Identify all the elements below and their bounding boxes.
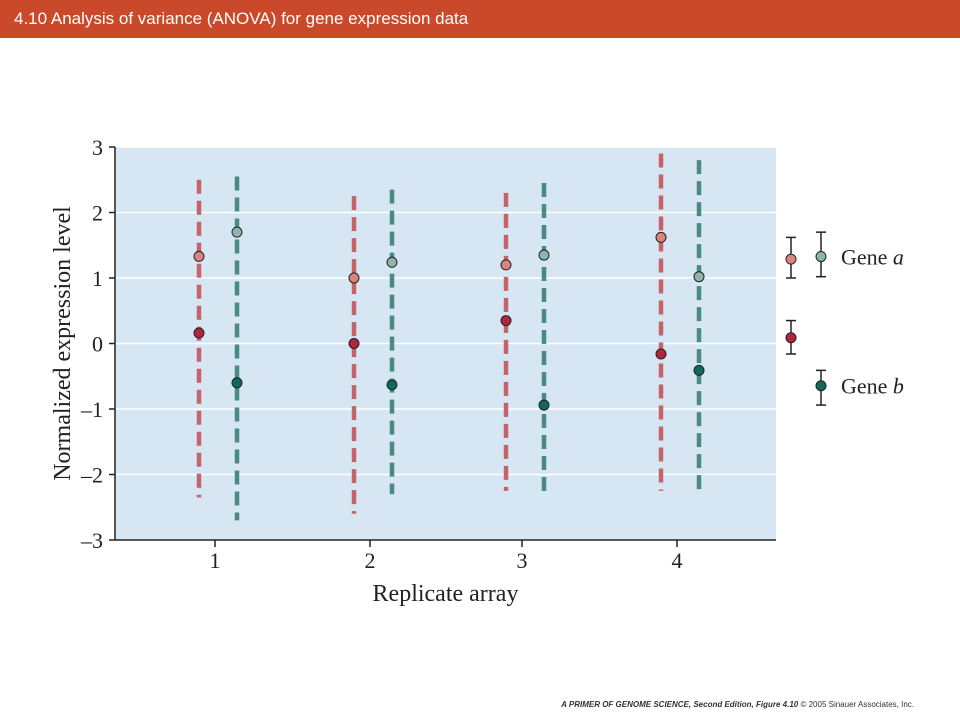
data-point xyxy=(231,377,243,389)
data-point xyxy=(655,348,667,360)
data-point xyxy=(538,399,550,411)
title-bar: 4.10 Analysis of variance (ANOVA) for ge… xyxy=(0,0,960,38)
data-point xyxy=(193,250,205,262)
legend-gene-a-letter: a xyxy=(893,245,904,270)
data-point xyxy=(193,327,205,339)
data-point xyxy=(538,249,550,261)
y-tick-label: 2 xyxy=(92,201,103,226)
data-point xyxy=(500,315,512,327)
x-tick-label: 2 xyxy=(365,548,376,573)
grid-lines xyxy=(115,146,776,476)
data-points xyxy=(193,226,705,411)
legend-gene-a-word: Gene xyxy=(841,245,887,270)
legend-gene-b-label: Gene b xyxy=(841,374,904,399)
data-point xyxy=(655,231,667,243)
y-tick-labels: 3 2 1 0 –1 –2 –3 xyxy=(80,135,103,553)
slide-title: 4.10 Analysis of variance (ANOVA) for ge… xyxy=(14,9,469,28)
y-tick-label: –2 xyxy=(80,463,103,488)
data-point xyxy=(348,272,360,284)
axes xyxy=(109,146,776,547)
y-tick-label: 1 xyxy=(92,266,103,291)
data-point xyxy=(348,338,360,349)
legend-marker xyxy=(815,380,827,392)
y-tick-label: –1 xyxy=(80,397,103,422)
x-tick-label: 4 xyxy=(672,548,683,573)
data-point xyxy=(231,226,243,238)
y-tick-label: 0 xyxy=(92,332,103,357)
x-axis-label: Replicate array xyxy=(373,581,519,607)
x-tick-label: 1 xyxy=(210,548,221,573)
copyright-notice: © 2005 Sinauer Associates, Inc. xyxy=(800,700,914,709)
error-range-lines xyxy=(196,153,702,521)
y-tick-label: –3 xyxy=(80,528,103,553)
legend: Gene a Gene b xyxy=(785,231,904,406)
data-point xyxy=(386,379,398,391)
book-citation: A PRIMER OF GENOME SCIENCE, Second Editi… xyxy=(561,700,799,709)
legend-gene-b-word: Gene xyxy=(841,374,887,399)
x-tick-labels: 1 2 3 4 xyxy=(210,548,683,573)
data-point xyxy=(386,256,398,268)
figure-credit: A PRIMER OF GENOME SCIENCE, Second Editi… xyxy=(561,700,914,709)
legend-marker xyxy=(785,332,797,344)
y-axis-label: Normalized expression level xyxy=(50,206,76,481)
y-tick-label: 3 xyxy=(92,135,103,160)
legend-marker xyxy=(785,253,797,265)
legend-gene-b-letter: b xyxy=(893,374,904,399)
data-point xyxy=(500,259,512,271)
legend-marker xyxy=(815,251,827,263)
x-tick-label: 3 xyxy=(517,548,528,573)
data-point xyxy=(693,364,705,376)
legend-gene-a-label: Gene a xyxy=(841,245,904,270)
data-point xyxy=(693,271,705,283)
